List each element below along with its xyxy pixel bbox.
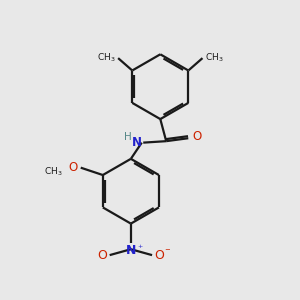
Text: $^+$: $^+$ (136, 244, 144, 253)
Text: CH$_3$: CH$_3$ (205, 51, 224, 64)
Text: N: N (132, 136, 142, 148)
Text: O: O (154, 249, 164, 262)
Text: $^-$: $^-$ (163, 247, 172, 257)
Text: N: N (126, 244, 136, 257)
Text: CH$_3$: CH$_3$ (44, 166, 62, 178)
Text: O: O (98, 249, 107, 262)
Text: H: H (124, 132, 132, 142)
Text: O: O (192, 130, 201, 143)
Text: CH$_3$: CH$_3$ (97, 51, 116, 64)
Text: O: O (68, 160, 77, 174)
